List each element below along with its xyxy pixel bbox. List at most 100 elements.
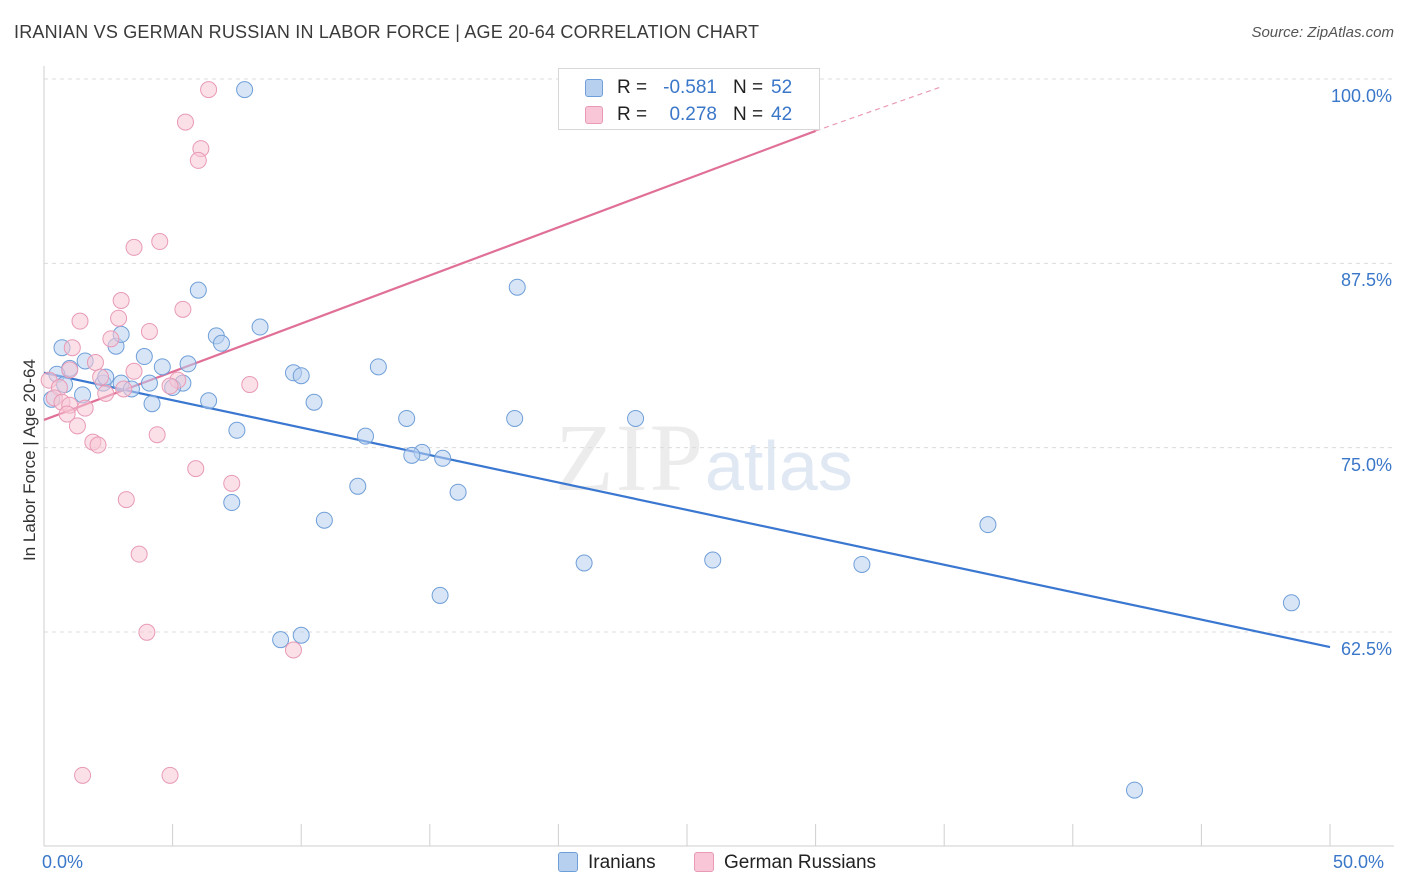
- x-tick-max: 50.0%: [1333, 852, 1385, 872]
- point-german-russians: [174, 300, 192, 318]
- legend-n-label: N =: [733, 104, 764, 125]
- point-iranians: [292, 367, 310, 385]
- legend-r-label: R =: [617, 77, 648, 98]
- point-german-russians: [151, 233, 169, 251]
- point-iranians: [398, 409, 416, 427]
- point-german-russians: [76, 399, 94, 417]
- y-tick-label: 75.0%: [1340, 454, 1392, 475]
- point-iranians: [143, 395, 161, 413]
- point-german-russians: [102, 330, 120, 348]
- point-iranians: [135, 348, 153, 366]
- trend-lines: [43, 86, 1331, 649]
- point-german-russians: [89, 436, 107, 454]
- x-tick-min: 0.0%: [42, 852, 84, 872]
- point-german-russians: [284, 641, 302, 659]
- point-german-russians: [200, 81, 218, 99]
- point-german-russians: [61, 361, 79, 379]
- point-german-russians: [189, 151, 207, 169]
- point-german-russians: [112, 292, 130, 310]
- trend-line-iranians: [43, 371, 1331, 649]
- point-iranians: [251, 318, 269, 336]
- point-iranians: [403, 446, 421, 464]
- point-german-russians: [97, 384, 115, 402]
- point-iranians: [305, 393, 323, 411]
- watermark-atlas: atlas: [705, 427, 853, 505]
- axes: [43, 66, 1394, 847]
- y-tick-label: 100.0%: [1330, 86, 1392, 106]
- series-legend-german-russians: German Russians: [694, 852, 876, 874]
- chart-title: IRANIAN VS GERMAN RUSSIAN IN LABOR FORCE…: [14, 22, 760, 42]
- y-tick-label: 62.5%: [1340, 639, 1392, 659]
- y-tick-label: 87.5%: [1340, 270, 1392, 291]
- point-iranians: [189, 281, 207, 299]
- legend-r-label: R =: [617, 104, 648, 125]
- point-iranians: [979, 516, 997, 534]
- point-iranians: [508, 278, 526, 296]
- legend-r-value: 0.278: [669, 104, 717, 125]
- y-axis-label: In Labor Force | Age 20-64: [20, 359, 39, 561]
- point-german-russians: [58, 405, 76, 423]
- point-german-russians: [161, 766, 179, 784]
- point-iranians: [449, 483, 467, 501]
- legend-r-value: -0.581: [663, 77, 717, 98]
- point-german-russians: [148, 426, 166, 444]
- series-legend-iranians: Iranians: [558, 852, 656, 874]
- point-iranians: [704, 551, 722, 569]
- point-german-russians: [130, 545, 148, 563]
- point-iranians: [315, 511, 333, 529]
- point-german-russians: [110, 309, 128, 327]
- legend-row-iranians: R = -0.581 N = 52: [559, 75, 819, 103]
- legend-swatch-pink: [585, 106, 603, 124]
- point-german-russians: [187, 460, 205, 478]
- legend-n-value: 42: [771, 104, 793, 125]
- point-german-russians: [161, 377, 179, 395]
- point-iranians: [369, 358, 387, 376]
- point-german-russians: [117, 491, 135, 509]
- legend-n-value: 52: [771, 77, 793, 98]
- gridlines: [44, 78, 1394, 633]
- point-iranians: [1282, 594, 1300, 612]
- legend-row-german-russians: R = 0.278 N = 42: [559, 102, 819, 130]
- point-german-russians: [223, 474, 241, 492]
- point-iranians: [200, 392, 218, 410]
- point-iranians: [434, 449, 452, 467]
- point-iranians: [506, 409, 524, 427]
- point-german-russians: [71, 312, 89, 330]
- point-german-russians: [68, 417, 86, 435]
- legend-swatch-blue: [585, 79, 603, 97]
- series-name: German Russians: [724, 852, 877, 873]
- series-name: Iranians: [588, 852, 656, 873]
- point-iranians: [140, 374, 158, 392]
- trend-line-german-russians-extension: [815, 86, 942, 132]
- series-swatch-pink: [694, 852, 714, 872]
- point-iranians: [1126, 781, 1144, 799]
- point-iranians: [212, 334, 230, 352]
- point-german-russians: [115, 380, 133, 398]
- point-iranians: [853, 555, 871, 573]
- point-german-russians: [125, 238, 143, 256]
- point-german-russians: [176, 113, 194, 131]
- point-iranians: [223, 494, 241, 512]
- point-german-russians: [63, 339, 81, 357]
- point-iranians: [236, 81, 254, 99]
- point-german-russians: [92, 368, 110, 386]
- legend-n-label: N =: [733, 77, 764, 98]
- point-iranians: [272, 631, 290, 649]
- point-german-russians: [241, 376, 259, 394]
- point-iranians: [357, 427, 374, 445]
- point-iranians: [349, 477, 367, 495]
- point-iranians: [153, 358, 171, 376]
- point-german-russians: [140, 322, 158, 340]
- trend-line-german-russians: [43, 129, 816, 421]
- point-iranians: [627, 409, 645, 427]
- point-iranians: [228, 421, 246, 439]
- point-german-russians: [86, 353, 104, 371]
- series-swatch-blue: [558, 852, 578, 872]
- point-iranians: [575, 554, 593, 572]
- point-iranians: [179, 355, 197, 373]
- point-german-russians: [74, 766, 92, 784]
- point-german-russians: [138, 623, 156, 641]
- source-credit: Source: ZipAtlas.com: [1251, 24, 1394, 41]
- legend: R = -0.581 N = 52 R = 0.278 N = 42: [558, 68, 820, 130]
